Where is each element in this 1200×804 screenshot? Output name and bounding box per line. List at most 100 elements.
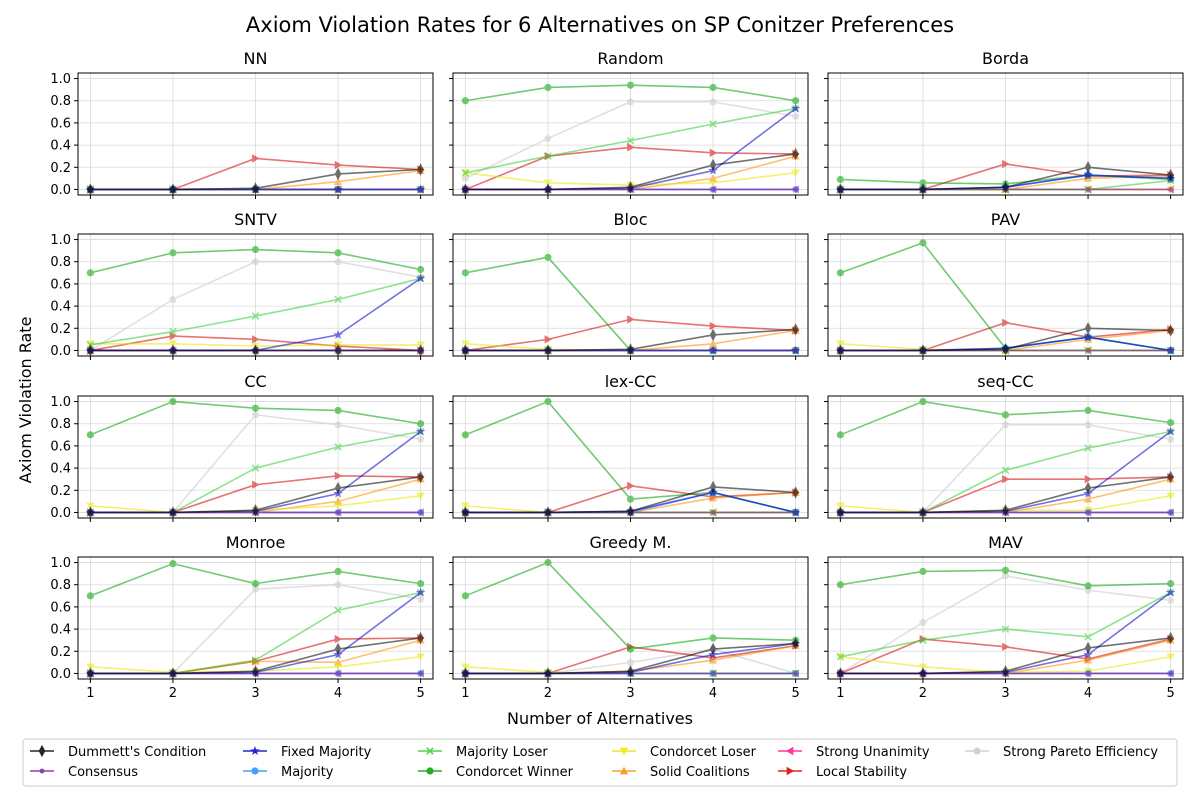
series-dummett-s-condition	[87, 631, 424, 680]
data-point	[627, 505, 634, 518]
series-markers	[836, 397, 1175, 439]
legend-item-strong-pareto-efficiency: Strong Pareto Efficiency	[965, 745, 1158, 760]
data-point	[462, 183, 469, 196]
legend-swatch	[243, 767, 267, 775]
data-point	[544, 183, 552, 196]
series-markers	[87, 163, 424, 196]
series-dummett-s-condition	[837, 470, 1174, 519]
data-point	[1084, 633, 1092, 641]
subplot-bloc: Bloc	[449, 210, 809, 360]
data-point	[626, 495, 635, 503]
data-point	[461, 663, 470, 671]
data-point	[1168, 671, 1174, 676]
series-majority-loser	[86, 274, 425, 349]
x-tick-label: 2	[169, 686, 177, 701]
y-tick-label: 0.6	[50, 116, 71, 131]
data-point	[918, 663, 928, 671]
x-tick-label: 2	[544, 686, 552, 701]
x-tick-label: 3	[251, 686, 259, 701]
data-point	[334, 634, 343, 644]
data-point	[708, 655, 718, 664]
series-markers	[837, 470, 1174, 519]
data-point	[1166, 492, 1175, 501]
series-markers	[837, 161, 1174, 196]
x-tick-label: 2	[919, 686, 927, 701]
data-point	[417, 420, 425, 428]
subplot-greedy-m: Greedy M. 1 2 3 4 5	[449, 533, 809, 701]
series-dummett-s-condition	[87, 470, 424, 519]
data-point	[335, 187, 341, 192]
y-tick-label: 0.8	[50, 417, 71, 432]
data-point	[334, 580, 342, 588]
data-point	[462, 344, 469, 357]
data-point	[710, 187, 716, 192]
legend-label: Majority	[281, 765, 334, 780]
y-tick-label: 1.0	[50, 233, 71, 248]
data-point	[333, 663, 343, 671]
data-point	[334, 160, 343, 170]
data-point	[709, 158, 717, 172]
series-condorcet-winner	[461, 558, 800, 653]
data-point	[792, 323, 799, 336]
data-point	[626, 136, 635, 145]
data-point	[169, 183, 177, 196]
y-tick-label: 0.2	[50, 161, 71, 176]
legend-box	[22, 738, 1178, 787]
data-point	[837, 344, 844, 357]
data-point	[626, 658, 635, 666]
data-point	[418, 510, 424, 515]
data-point	[334, 167, 342, 181]
data-point	[792, 147, 799, 161]
y-tick-label: 0.2	[50, 645, 71, 660]
series-markers	[461, 81, 800, 105]
y-tick-label: 0.0	[50, 667, 71, 682]
legend: Dummett's Condition Consensus Fixed Majori…	[22, 738, 1178, 787]
data-point	[417, 470, 424, 484]
data-point	[462, 667, 469, 680]
legend-swatch	[418, 747, 442, 755]
data-point	[334, 249, 342, 257]
data-point	[709, 83, 717, 92]
data-point	[1002, 318, 1010, 327]
data-point	[334, 420, 342, 429]
data-point	[1166, 596, 1175, 604]
data-point	[417, 344, 424, 357]
legend-marker	[39, 768, 45, 774]
subplot-nn: NN 0.0 0.2 0.4 0.6 0.8 1.0	[50, 49, 434, 199]
data-point	[544, 83, 552, 92]
data-point	[710, 510, 716, 515]
x-tick-label: 3	[1001, 686, 1009, 701]
data-point	[169, 344, 177, 357]
series-markers	[837, 322, 1174, 357]
x-tick-label: 4	[1084, 686, 1092, 701]
subplot-random: Random	[449, 49, 809, 199]
series-condorcet-winner	[461, 81, 800, 105]
data-point	[416, 492, 425, 501]
data-point	[792, 97, 800, 105]
legend-item-condorcet-loser: Condorcet Loser	[612, 745, 757, 760]
data-point	[415, 426, 426, 436]
subplot-cc: CC 0.0 0.2 0.4 0.6 0.8 1.0	[50, 372, 434, 522]
data-point	[793, 510, 799, 515]
subplot-title: seq-CC	[977, 372, 1033, 391]
legend-label: Strong Unanimity	[816, 745, 930, 760]
data-point	[544, 558, 552, 567]
data-point	[417, 265, 425, 274]
data-point	[1084, 420, 1092, 429]
series-markers	[87, 470, 424, 519]
data-point	[1001, 411, 1010, 419]
data-point	[1001, 466, 1010, 475]
data-point	[334, 481, 342, 495]
data-point	[627, 481, 635, 491]
data-point	[544, 397, 552, 406]
subplot-title: PAV	[991, 210, 1021, 229]
data-point	[252, 335, 260, 344]
legend-label: Majority Loser	[456, 745, 548, 760]
data-point	[86, 431, 94, 439]
data-point	[334, 443, 342, 451]
data-point	[919, 239, 927, 247]
data-point	[1085, 348, 1091, 353]
legend-marker	[619, 747, 629, 756]
data-point	[334, 567, 342, 576]
